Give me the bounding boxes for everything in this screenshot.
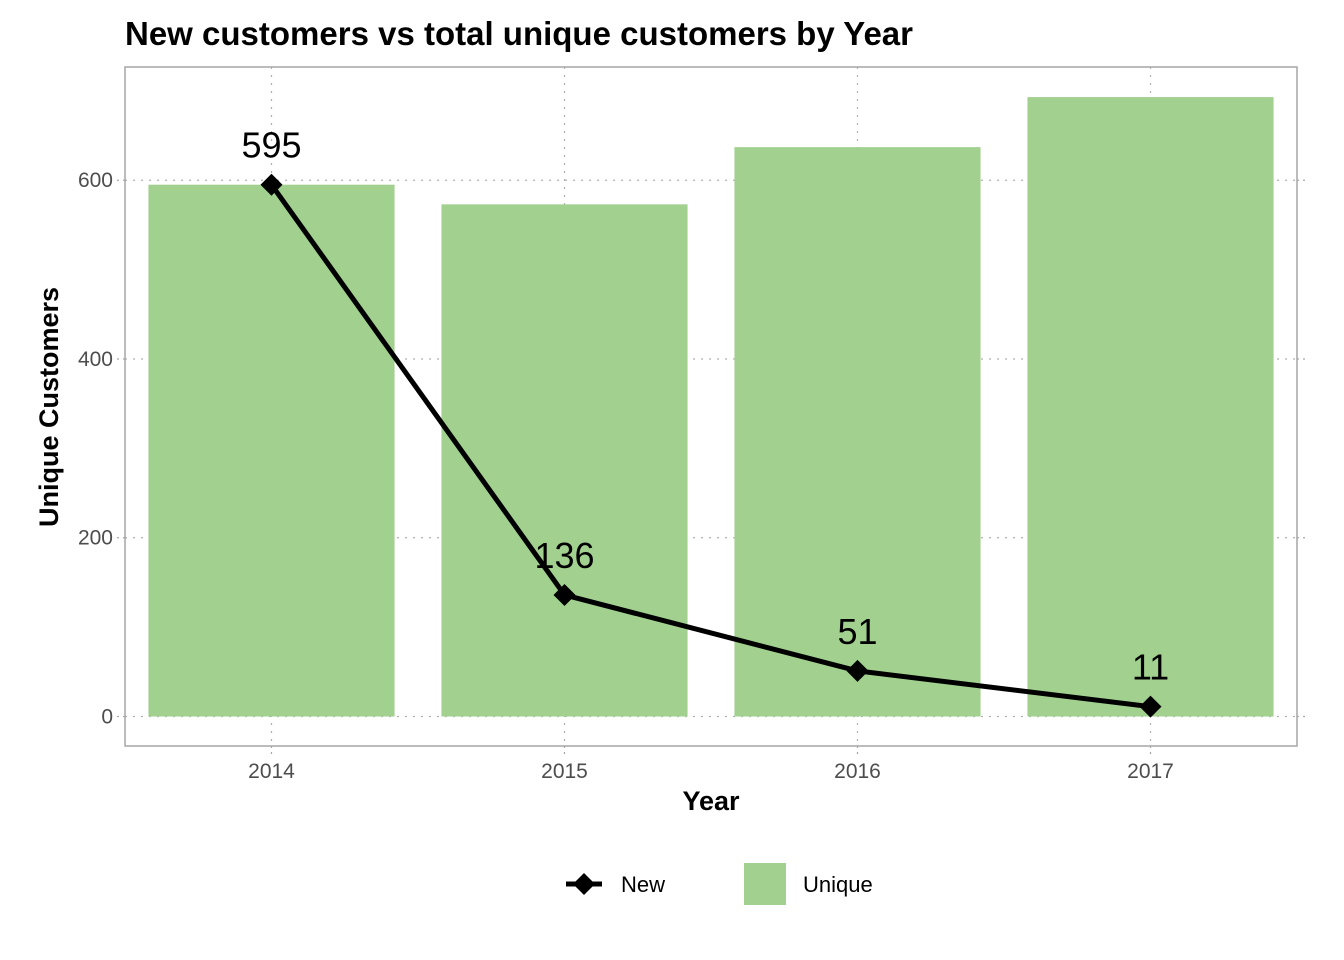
- data-label: 136: [534, 535, 594, 576]
- chart-title: New customers vs total unique customers …: [125, 15, 913, 52]
- point-diamond-icon: [1139, 695, 1162, 718]
- legend-label-unique: Unique: [803, 872, 873, 897]
- data-label: 51: [837, 611, 877, 652]
- x-tick-label: 2017: [1127, 760, 1174, 783]
- plot-border: [124, 66, 1298, 747]
- bar: [148, 184, 395, 717]
- bar: [1027, 97, 1274, 717]
- data-label: 595: [241, 125, 301, 166]
- legend-item-unique: Unique: [744, 863, 873, 905]
- axis-ticks: 0 200 400 600 2014 2015 2016 2017: [78, 169, 1305, 783]
- y-tick-label: 600: [78, 169, 113, 192]
- point-diamond-icon: [553, 583, 576, 606]
- legend-label-new: New: [621, 872, 665, 897]
- bar: [734, 147, 981, 717]
- series-line-new: [269, 183, 1151, 710]
- legend-item-new: New: [566, 872, 665, 897]
- y-axis-title: Unique Customers: [34, 287, 64, 527]
- legend-unique-swatch: [744, 863, 786, 905]
- x-axis-title: Year: [682, 786, 740, 816]
- bar-series-unique: [148, 97, 1274, 717]
- legend: New Unique: [566, 863, 873, 905]
- point-diamond-icon: [260, 173, 283, 196]
- legend-new-diamond-icon: [573, 873, 595, 895]
- data-label: 11: [1132, 647, 1169, 688]
- x-tick-label: 2015: [541, 760, 588, 783]
- bar: [441, 204, 688, 717]
- x-tick-label: 2014: [248, 760, 295, 783]
- y-tick-label: 400: [78, 348, 113, 371]
- point-diamond-icon: [846, 659, 869, 682]
- line-series-new: 595 136 51 11: [241, 125, 1169, 718]
- x-tick-label: 2016: [834, 760, 881, 783]
- y-tick-label: 0: [101, 706, 113, 729]
- y-tick-label: 200: [78, 527, 113, 550]
